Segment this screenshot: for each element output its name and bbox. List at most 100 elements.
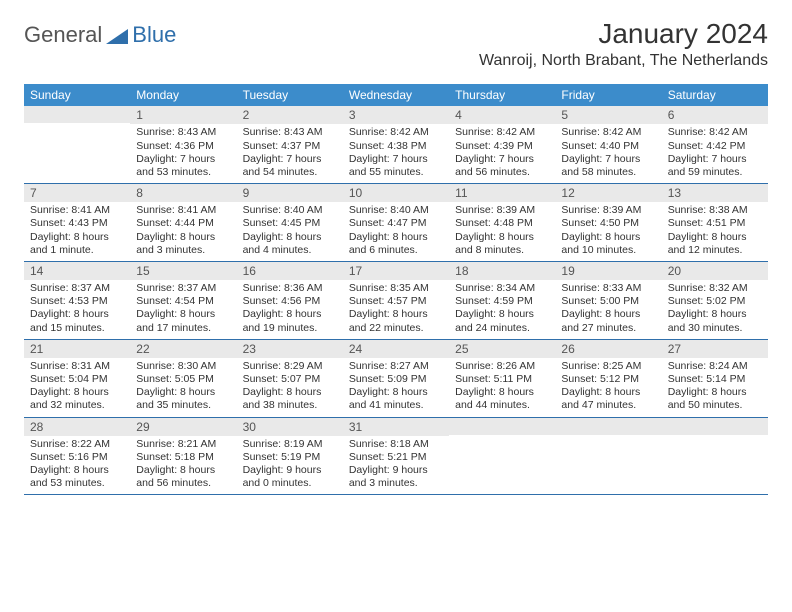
- day-number: 5: [555, 106, 661, 124]
- sunrise-text: Sunrise: 8:37 AM: [136, 282, 230, 295]
- day-body: Sunrise: 8:42 AMSunset: 4:38 PMDaylight:…: [343, 124, 449, 183]
- day-body: Sunrise: 8:40 AMSunset: 4:47 PMDaylight:…: [343, 202, 449, 261]
- day-cell: 14Sunrise: 8:37 AMSunset: 4:53 PMDayligh…: [24, 262, 130, 339]
- day-body: [449, 435, 555, 487]
- day-body: Sunrise: 8:42 AMSunset: 4:42 PMDaylight:…: [662, 124, 768, 183]
- day-body: [555, 435, 661, 487]
- day-number: 31: [343, 418, 449, 436]
- daylight-text: Daylight: 8 hours and 15 minutes.: [30, 308, 124, 334]
- day-cell: [449, 418, 555, 495]
- daylight-text: Daylight: 7 hours and 56 minutes.: [455, 153, 549, 179]
- week-row: 14Sunrise: 8:37 AMSunset: 4:53 PMDayligh…: [24, 262, 768, 340]
- day-number: 22: [130, 340, 236, 358]
- sunset-text: Sunset: 4:36 PM: [136, 140, 230, 153]
- sunset-text: Sunset: 4:43 PM: [30, 217, 124, 230]
- sunrise-text: Sunrise: 8:35 AM: [349, 282, 443, 295]
- daylight-text: Daylight: 8 hours and 17 minutes.: [136, 308, 230, 334]
- weekday-label: Wednesday: [343, 84, 449, 106]
- sunrise-text: Sunrise: 8:19 AM: [243, 438, 337, 451]
- sunset-text: Sunset: 4:40 PM: [561, 140, 655, 153]
- weekday-header: Sunday Monday Tuesday Wednesday Thursday…: [24, 84, 768, 106]
- sunset-text: Sunset: 5:16 PM: [30, 451, 124, 464]
- day-body: Sunrise: 8:37 AMSunset: 4:53 PMDaylight:…: [24, 280, 130, 339]
- daylight-text: Daylight: 8 hours and 30 minutes.: [668, 308, 762, 334]
- sunset-text: Sunset: 4:45 PM: [243, 217, 337, 230]
- day-body: Sunrise: 8:31 AMSunset: 5:04 PMDaylight:…: [24, 358, 130, 417]
- weekday-label: Saturday: [662, 84, 768, 106]
- sunrise-text: Sunrise: 8:41 AM: [136, 204, 230, 217]
- day-number: 8: [130, 184, 236, 202]
- sunrise-text: Sunrise: 8:40 AM: [243, 204, 337, 217]
- day-number: 26: [555, 340, 661, 358]
- day-cell: 27Sunrise: 8:24 AMSunset: 5:14 PMDayligh…: [662, 340, 768, 417]
- day-number: 12: [555, 184, 661, 202]
- sunset-text: Sunset: 5:09 PM: [349, 373, 443, 386]
- day-body: Sunrise: 8:36 AMSunset: 4:56 PMDaylight:…: [237, 280, 343, 339]
- day-body: Sunrise: 8:40 AMSunset: 4:45 PMDaylight:…: [237, 202, 343, 261]
- day-number: 10: [343, 184, 449, 202]
- day-body: Sunrise: 8:26 AMSunset: 5:11 PMDaylight:…: [449, 358, 555, 417]
- day-number: [662, 418, 768, 435]
- day-body: Sunrise: 8:37 AMSunset: 4:54 PMDaylight:…: [130, 280, 236, 339]
- day-cell: 13Sunrise: 8:38 AMSunset: 4:51 PMDayligh…: [662, 184, 768, 261]
- day-number: [24, 106, 130, 123]
- sunrise-text: Sunrise: 8:36 AM: [243, 282, 337, 295]
- day-cell: [555, 418, 661, 495]
- day-number: 11: [449, 184, 555, 202]
- daylight-text: Daylight: 8 hours and 35 minutes.: [136, 386, 230, 412]
- day-number: [449, 418, 555, 435]
- day-cell: [24, 106, 130, 183]
- sunset-text: Sunset: 5:07 PM: [243, 373, 337, 386]
- sunset-text: Sunset: 4:48 PM: [455, 217, 549, 230]
- day-cell: 11Sunrise: 8:39 AMSunset: 4:48 PMDayligh…: [449, 184, 555, 261]
- day-body: Sunrise: 8:42 AMSunset: 4:39 PMDaylight:…: [449, 124, 555, 183]
- sunset-text: Sunset: 5:04 PM: [30, 373, 124, 386]
- sunrise-text: Sunrise: 8:39 AM: [561, 204, 655, 217]
- daylight-text: Daylight: 8 hours and 3 minutes.: [136, 231, 230, 257]
- day-cell: 20Sunrise: 8:32 AMSunset: 5:02 PMDayligh…: [662, 262, 768, 339]
- day-cell: [662, 418, 768, 495]
- daylight-text: Daylight: 9 hours and 0 minutes.: [243, 464, 337, 490]
- day-number: 20: [662, 262, 768, 280]
- daylight-text: Daylight: 8 hours and 10 minutes.: [561, 231, 655, 257]
- day-body: Sunrise: 8:42 AMSunset: 4:40 PMDaylight:…: [555, 124, 661, 183]
- day-number: 28: [24, 418, 130, 436]
- weekday-label: Tuesday: [237, 84, 343, 106]
- sunrise-text: Sunrise: 8:30 AM: [136, 360, 230, 373]
- day-cell: 16Sunrise: 8:36 AMSunset: 4:56 PMDayligh…: [237, 262, 343, 339]
- daylight-text: Daylight: 8 hours and 38 minutes.: [243, 386, 337, 412]
- day-cell: 8Sunrise: 8:41 AMSunset: 4:44 PMDaylight…: [130, 184, 236, 261]
- day-cell: 31Sunrise: 8:18 AMSunset: 5:21 PMDayligh…: [343, 418, 449, 495]
- day-number: 27: [662, 340, 768, 358]
- daylight-text: Daylight: 8 hours and 4 minutes.: [243, 231, 337, 257]
- day-number: 23: [237, 340, 343, 358]
- brand-logo: General Blue: [24, 22, 176, 48]
- daylight-text: Daylight: 8 hours and 8 minutes.: [455, 231, 549, 257]
- daylight-text: Daylight: 8 hours and 19 minutes.: [243, 308, 337, 334]
- sunrise-text: Sunrise: 8:41 AM: [30, 204, 124, 217]
- day-body: Sunrise: 8:43 AMSunset: 4:37 PMDaylight:…: [237, 124, 343, 183]
- day-number: 14: [24, 262, 130, 280]
- calendar: Sunday Monday Tuesday Wednesday Thursday…: [24, 84, 768, 495]
- day-body: Sunrise: 8:39 AMSunset: 4:50 PMDaylight:…: [555, 202, 661, 261]
- weekday-label: Sunday: [24, 84, 130, 106]
- day-number: 6: [662, 106, 768, 124]
- daylight-text: Daylight: 8 hours and 1 minute.: [30, 231, 124, 257]
- month-title: January 2024: [479, 18, 768, 50]
- sunrise-text: Sunrise: 8:29 AM: [243, 360, 337, 373]
- day-cell: 18Sunrise: 8:34 AMSunset: 4:59 PMDayligh…: [449, 262, 555, 339]
- daylight-text: Daylight: 7 hours and 54 minutes.: [243, 153, 337, 179]
- day-number: 15: [130, 262, 236, 280]
- week-row: 28Sunrise: 8:22 AMSunset: 5:16 PMDayligh…: [24, 418, 768, 496]
- sunrise-text: Sunrise: 8:34 AM: [455, 282, 549, 295]
- sunset-text: Sunset: 4:37 PM: [243, 140, 337, 153]
- sunrise-text: Sunrise: 8:32 AM: [668, 282, 762, 295]
- day-body: Sunrise: 8:18 AMSunset: 5:21 PMDaylight:…: [343, 436, 449, 495]
- day-cell: 12Sunrise: 8:39 AMSunset: 4:50 PMDayligh…: [555, 184, 661, 261]
- week-row: 21Sunrise: 8:31 AMSunset: 5:04 PMDayligh…: [24, 340, 768, 418]
- daylight-text: Daylight: 8 hours and 27 minutes.: [561, 308, 655, 334]
- daylight-text: Daylight: 8 hours and 41 minutes.: [349, 386, 443, 412]
- sunset-text: Sunset: 4:42 PM: [668, 140, 762, 153]
- sunset-text: Sunset: 4:59 PM: [455, 295, 549, 308]
- day-number: 16: [237, 262, 343, 280]
